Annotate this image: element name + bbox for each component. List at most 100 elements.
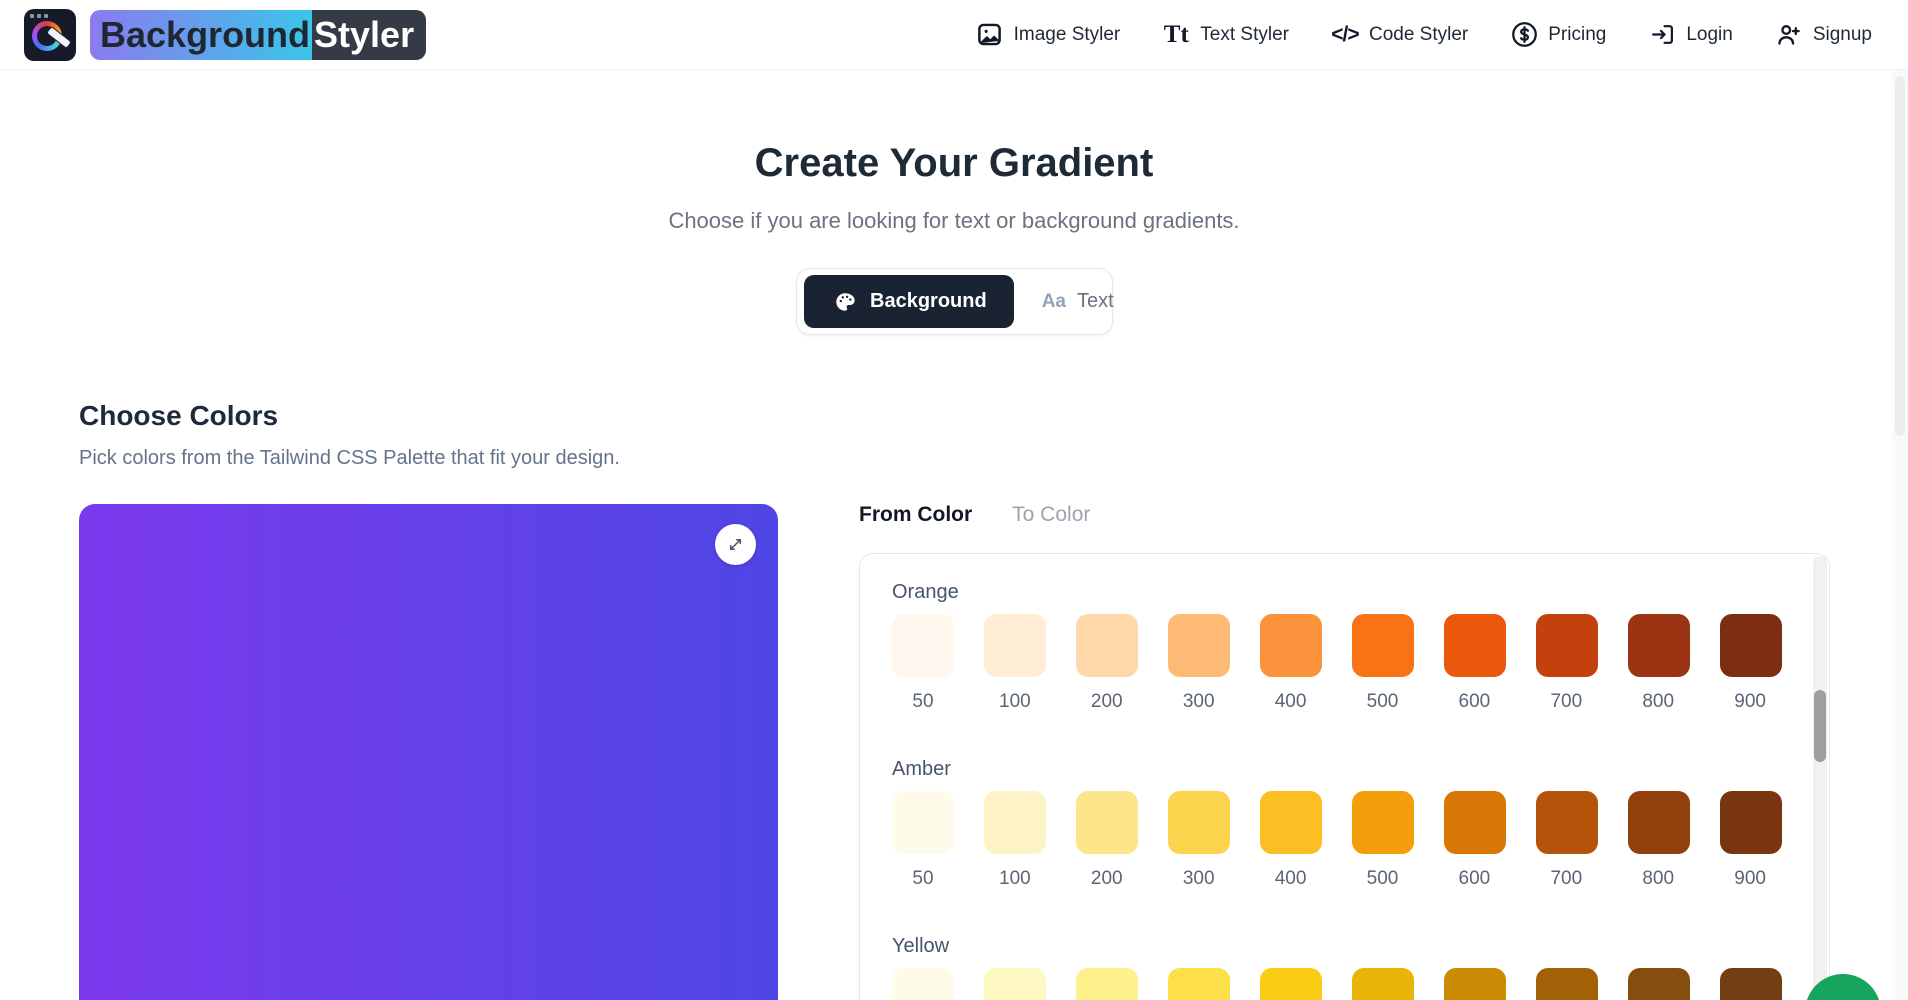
shade-label: 400 <box>1274 691 1307 712</box>
palette-scrollbar[interactable] <box>1813 556 1827 1000</box>
color-swatch-orange-200[interactable] <box>1076 614 1138 677</box>
nav-text-styler[interactable]: Tt Text Styler <box>1162 21 1289 49</box>
shade-label: 300 <box>1182 868 1215 889</box>
color-swatch-amber-100[interactable] <box>984 791 1046 854</box>
color-swatch-amber-500[interactable] <box>1352 791 1414 854</box>
color-swatch-yellow-200[interactable] <box>1076 968 1138 1000</box>
swatch-row <box>892 791 1782 854</box>
swatch-row <box>892 968 1782 1000</box>
color-swatch-orange-900[interactable] <box>1720 614 1782 677</box>
color-swatch-yellow-600[interactable] <box>1444 968 1506 1000</box>
palette-tabs: From Color To Color <box>859 503 1090 527</box>
page-scrollbar[interactable] <box>1892 70 1908 1000</box>
brand-logo-icon <box>24 8 76 61</box>
mode-label: Background <box>870 290 987 312</box>
aa-icon: Aa <box>1041 290 1066 312</box>
background-mode-button[interactable]: Background <box>804 275 1014 328</box>
color-swatch-amber-600[interactable] <box>1444 791 1506 854</box>
shade-label: 800 <box>1642 691 1675 712</box>
page-scrollbar-thumb[interactable] <box>1895 76 1905 436</box>
color-group-label: Yellow <box>892 935 950 957</box>
shade-label: 50 <box>912 691 934 712</box>
nav-label: Signup <box>1812 23 1872 45</box>
palette-scrollbar-thumb[interactable] <box>1814 690 1826 762</box>
color-group-label: Orange <box>892 581 959 603</box>
color-swatch-yellow-300[interactable] <box>1168 968 1230 1000</box>
brand-wordmark: Background Styler <box>90 9 427 60</box>
shade-label: 200 <box>1090 691 1123 712</box>
color-swatch-orange-800[interactable] <box>1628 614 1690 677</box>
color-swatch-orange-300[interactable] <box>1168 614 1230 677</box>
shade-label: 900 <box>1734 691 1766 712</box>
color-swatch-yellow-800[interactable] <box>1628 968 1690 1000</box>
nav-signup[interactable]: Signup <box>1775 21 1872 49</box>
color-swatch-orange-100[interactable] <box>984 614 1046 677</box>
shade-label: 800 <box>1642 868 1675 889</box>
dollar-icon <box>1510 21 1538 49</box>
tab-from-color[interactable]: From Color <box>859 503 973 526</box>
text-mode-button[interactable]: Aa Text <box>1018 275 1138 328</box>
tab-to-color[interactable]: To Color <box>1012 503 1091 526</box>
color-swatch-yellow-50[interactable] <box>892 968 954 1000</box>
color-swatch-yellow-500[interactable] <box>1352 968 1414 1000</box>
shade-label: 100 <box>999 868 1031 889</box>
nav-login[interactable]: Login <box>1648 21 1733 49</box>
signup-icon <box>1775 21 1803 49</box>
shade-label-row: 50 100 200 300 400 500 600 700 800 900 <box>892 868 1781 890</box>
color-swatch-amber-400[interactable] <box>1260 791 1322 854</box>
nav-pricing[interactable]: Pricing <box>1510 21 1606 49</box>
shade-label: 600 <box>1458 868 1491 889</box>
color-swatch-amber-50[interactable] <box>892 791 954 854</box>
choose-colors-title: Choose Colors <box>79 400 279 431</box>
nav-label: Text Styler <box>1200 23 1289 45</box>
shade-label: 700 <box>1550 691 1583 712</box>
color-swatch-orange-50[interactable] <box>892 614 954 677</box>
color-swatch-orange-500[interactable] <box>1352 614 1414 677</box>
code-icon: </> <box>1331 22 1359 46</box>
color-swatch-amber-800[interactable] <box>1628 791 1690 854</box>
shade-label: 400 <box>1274 868 1307 889</box>
color-swatch-amber-700[interactable] <box>1536 791 1598 854</box>
color-group-label: Amber <box>892 758 951 780</box>
palette-panel: Orange 50 100 200 300 400 500 600 700 800 900 Amber… <box>859 553 1830 1000</box>
color-swatch-amber-300[interactable] <box>1168 791 1230 854</box>
mode-label: Text <box>1076 290 1114 312</box>
choose-colors-subtitle: Pick colors from the Tailwind CSS Palett… <box>79 447 620 469</box>
shade-label: 600 <box>1458 691 1491 712</box>
color-swatch-yellow-700[interactable] <box>1536 968 1598 1000</box>
expand-button[interactable] <box>715 524 756 565</box>
shade-label: 500 <box>1366 691 1399 712</box>
color-swatch-yellow-100[interactable] <box>984 968 1046 1000</box>
color-swatch-orange-400[interactable] <box>1260 614 1322 677</box>
image-icon <box>976 21 1004 49</box>
login-icon <box>1648 21 1676 49</box>
nav-label: Image Styler <box>1013 23 1121 45</box>
color-swatch-amber-200[interactable] <box>1076 791 1138 854</box>
mode-toggle: Background Aa Text <box>796 268 1114 335</box>
nav-links: Image Styler Tt Text Styler </> Code Sty… <box>976 21 1872 49</box>
brand-text-background: Background <box>90 9 313 60</box>
brand-text-styler: Styler <box>312 9 427 60</box>
color-swatch-yellow-900[interactable] <box>1720 968 1782 1000</box>
shade-label: 100 <box>999 691 1031 712</box>
nav-code-styler[interactable]: </> Code Styler <box>1331 21 1468 49</box>
gradient-preview <box>79 504 778 1000</box>
color-swatch-amber-900[interactable] <box>1720 791 1782 854</box>
nav-label: Pricing <box>1548 23 1607 45</box>
shade-label: 900 <box>1734 868 1766 889</box>
palette-groups: Orange 50 100 200 300 400 500 600 700 800 900 Amber… <box>892 581 1782 1000</box>
shade-label: 300 <box>1182 691 1215 712</box>
nav-image-styler[interactable]: Image Styler <box>976 21 1121 49</box>
brand[interactable]: Background Styler <box>24 8 427 61</box>
shade-label: 50 <box>912 868 934 889</box>
shade-label-row: 50 100 200 300 400 500 600 700 800 900 <box>892 691 1781 713</box>
page-subtitle: Choose if you are looking for text or ba… <box>668 208 1240 233</box>
swatch-row <box>892 614 1782 677</box>
shade-label: 700 <box>1550 868 1583 889</box>
color-swatch-orange-700[interactable] <box>1536 614 1598 677</box>
color-swatch-yellow-400[interactable] <box>1260 968 1322 1000</box>
shade-label: 200 <box>1090 868 1123 889</box>
page-title: Create Your Gradient <box>754 141 1154 185</box>
navbar: Background Styler Image Styler Tt Text St… <box>0 0 1908 70</box>
color-swatch-orange-600[interactable] <box>1444 614 1506 677</box>
